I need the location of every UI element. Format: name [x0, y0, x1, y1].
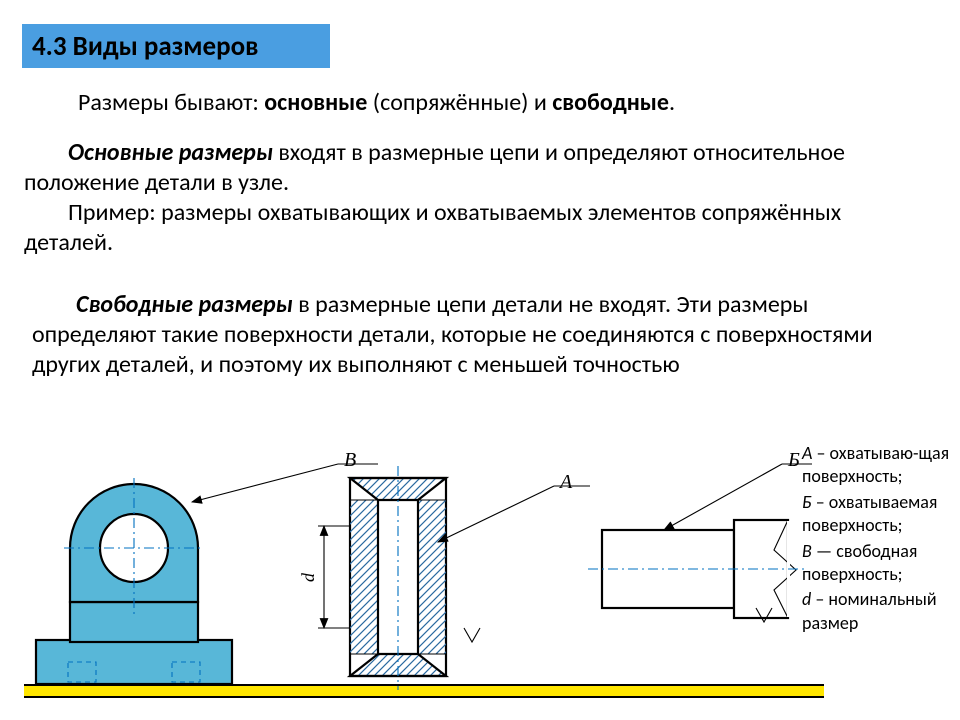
intro-bold2: свободные [552, 88, 669, 117]
technical-diagram: ВdАБ [24, 442, 824, 698]
legend-B-sym: Б [802, 491, 812, 513]
legend: А – охватываю-щая поверхность; Б – охват… [802, 442, 952, 637]
legend-A: – охватываю-щая поверхность; [802, 442, 949, 487]
free-paragraph: Свободные размеры в размерные цепи детал… [32, 290, 932, 380]
figure-area: ВdАБ [24, 442, 936, 698]
intro-bold1: основные [264, 88, 367, 117]
example-label: Пример: [68, 198, 161, 227]
free-title: Свободные размеры [76, 290, 293, 319]
legend-V-sym: В [802, 540, 812, 562]
legend-B: – охватываемая поверхность; [802, 491, 937, 536]
intro-paragraph: Размеры бывают: основные (сопряжённые) и… [78, 88, 918, 118]
legend-A-sym: А [802, 442, 812, 464]
svg-text:d: d [298, 572, 318, 582]
legend-V: — свободная поверхность; [802, 540, 917, 585]
svg-text:А: А [558, 471, 573, 493]
intro-pre: Размеры бывают: [78, 88, 264, 117]
section-header: 4.3 Виды размеров [22, 24, 330, 68]
main-paragraph: Основные размеры входят в размерные цепи… [24, 138, 924, 258]
main-title: Основные размеры [68, 138, 273, 167]
legend-d: – номинальный размер [802, 588, 937, 633]
svg-text:В: В [344, 449, 356, 471]
section-title: 4.3 Виды размеров [32, 30, 258, 63]
svg-text:Б: Б [787, 449, 800, 471]
intro-mid: (сопряжённые) и [367, 88, 552, 117]
legend-d-sym: d [802, 588, 811, 610]
intro-post: . [669, 88, 675, 117]
